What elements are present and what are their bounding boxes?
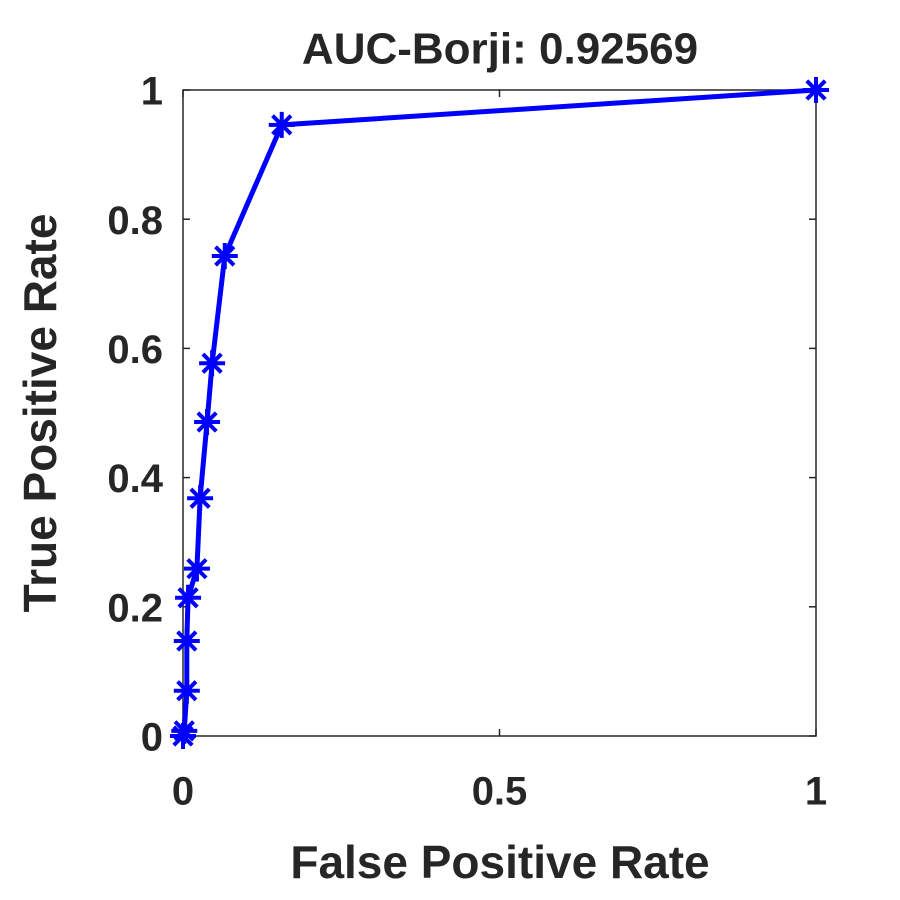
data-point (199, 350, 226, 377)
data-point (183, 555, 210, 582)
x-tick-label: 0 (172, 770, 194, 814)
data-point (173, 628, 200, 655)
y-tick-label: 0.8 (107, 199, 163, 243)
data-point (171, 717, 198, 744)
y-tick-label: 0.6 (107, 328, 163, 372)
data-point (803, 77, 829, 103)
data-point (175, 584, 202, 611)
x-tick-label: 0.5 (472, 770, 528, 814)
data-point (268, 111, 295, 138)
y-tick-label: 0.4 (107, 457, 163, 501)
y-tick-label: 0 (141, 716, 163, 760)
data-point (173, 677, 200, 704)
data-point (194, 409, 221, 436)
y-axis-label: True Positive Rate (14, 214, 66, 613)
data-point (187, 485, 214, 512)
chart-title: AUC-Borji: 0.92569 (302, 25, 698, 74)
x-tick-label: 1 (805, 770, 827, 814)
data-point (211, 243, 238, 270)
y-tick-label: 1 (141, 70, 163, 114)
x-axis-label: False Positive Rate (290, 836, 709, 888)
y-tick-label: 0.2 (107, 586, 163, 630)
